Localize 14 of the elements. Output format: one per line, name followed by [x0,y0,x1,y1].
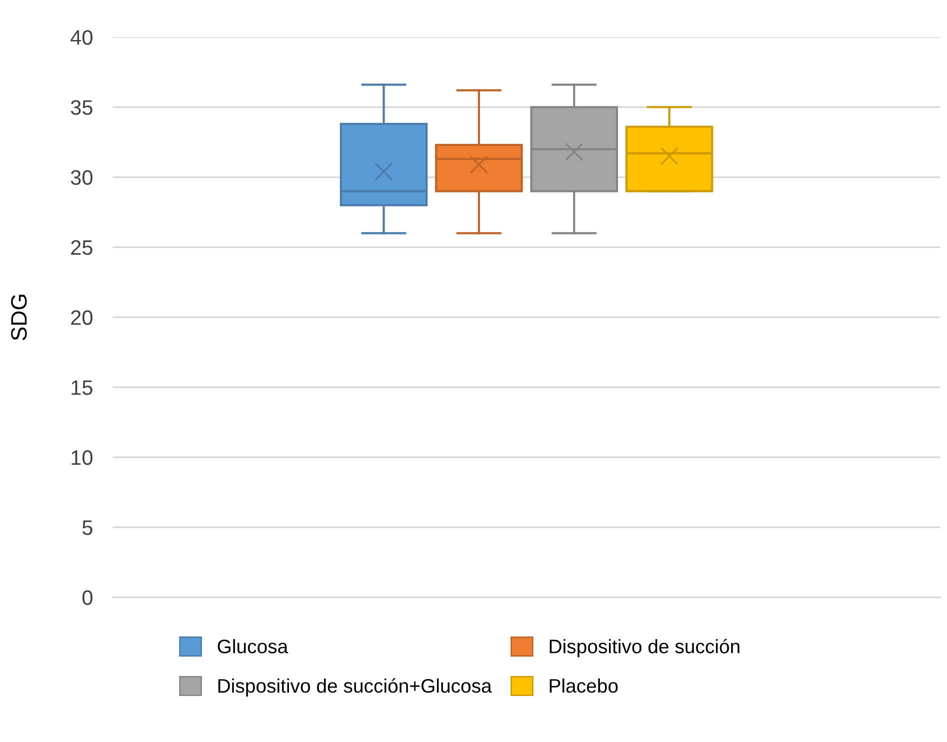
y-tick-label: 5 [82,520,92,536]
legend-label: Dispositivo de succión+Glucosa [218,678,492,697]
y-tick-label: 15 [72,380,92,395]
y-tick-label: 40 [70,30,92,45]
legend-label: Glucosa [218,639,288,654]
y-tick-label: 25 [71,240,92,255]
y-tick-label: 0 [82,590,92,606]
y-tick-label: 35 [70,100,92,115]
y-axis-title: SDG [11,294,27,340]
y-tick-label: 20 [71,310,92,325]
y-tick-label: 30 [70,170,92,185]
legend-label: Dispositivo de succión [550,638,740,658]
legend-label: Placebo [550,678,618,693]
y-tick-label: 10 [72,450,92,466]
